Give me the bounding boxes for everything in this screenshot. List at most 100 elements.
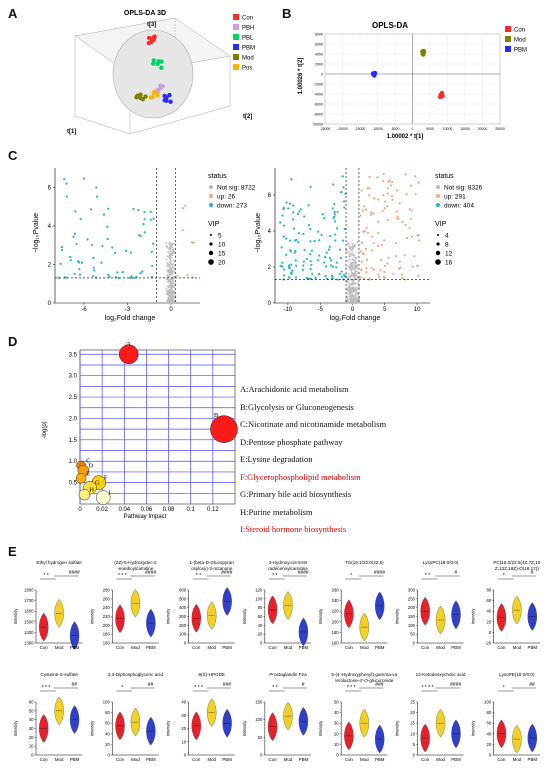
e-ylabel: Intensity	[318, 608, 323, 625]
b-legend: Con Mod PBM	[505, 26, 527, 54]
c-point-notsig	[348, 301, 351, 304]
c-point-notsig	[171, 248, 174, 251]
c-point-notsig	[168, 295, 171, 298]
c-point-down	[73, 232, 77, 235]
c-point-up	[386, 204, 389, 208]
e-sig-stars: * * *	[42, 685, 51, 691]
c-point-notsig	[349, 291, 352, 294]
c-left-xlabel: log₂Fold change	[105, 315, 156, 322]
c-point-notsig	[354, 270, 357, 273]
c-point-up	[398, 260, 401, 263]
d-bubble-label: B	[214, 412, 219, 419]
e-y-tick: 1400	[24, 630, 34, 635]
e-sig-stars: * *	[272, 573, 277, 579]
e-violin-pbm	[222, 708, 232, 738]
c-point-down	[331, 207, 334, 210]
c-status-swatch	[436, 185, 440, 189]
c-point-notsig	[352, 286, 355, 288]
c-point-up	[394, 241, 398, 245]
e-y-tick: 80	[487, 588, 492, 593]
c-point-up	[361, 252, 364, 255]
e-sig-stars: *	[503, 685, 505, 691]
e-y-tick: 40	[29, 717, 34, 722]
e-y-tick: 60	[29, 700, 34, 705]
d-x-tick: 0.1	[187, 507, 196, 513]
c-point-up	[359, 214, 362, 217]
c-point-up	[405, 193, 408, 196]
c-right-legend: status Not sig: 8326 up: 291 down: 404 VIP 4 8…	[435, 173, 483, 267]
c-point-down	[328, 256, 332, 260]
e-y-tick: 150	[255, 700, 263, 705]
e-x-group-label: PBM	[528, 645, 538, 650]
c-point-down	[289, 250, 293, 253]
e-y-tick: 60	[487, 598, 492, 603]
e-y-tick: 60	[105, 721, 110, 726]
d-pathway-item: G:Primary bile acid biosynthesis	[240, 489, 352, 499]
d-y-tick: 0.5	[69, 481, 78, 487]
c-point-up	[181, 229, 184, 232]
e-y-tick: 180	[332, 630, 340, 635]
e-violin-plot: 12-Ketodeoxycholic acid * * * * #### 0 5 10 15…	[394, 672, 465, 762]
c-status-swatch	[209, 203, 213, 207]
c-point-notsig	[165, 245, 168, 248]
e-y-tick: 10	[181, 739, 186, 744]
a-axis-t2: t[2]	[243, 114, 252, 120]
c-point-down	[305, 257, 308, 261]
e-violin-con	[267, 595, 278, 625]
c-point-up	[389, 184, 392, 187]
c-point-up	[377, 198, 380, 201]
c-point-down	[331, 277, 334, 280]
c-point-notsig	[351, 247, 354, 250]
e-y-tick: 0	[184, 641, 187, 646]
e-x-group-label: PBM	[146, 645, 156, 650]
c-point-down	[309, 240, 312, 243]
e-violin-plot: Prostaglandin F2a * * #0 50 100 150 Intensity C…	[242, 672, 312, 762]
c-point-up	[380, 243, 383, 247]
e-sig-hash: ####	[221, 570, 232, 576]
c-point-notsig	[347, 260, 349, 262]
e-violin-plot: 2,3-Diphosphoglyceric acid * ## 0 20 40 60 80 10…	[89, 672, 163, 762]
e-violin-pbm	[527, 723, 537, 753]
c-point-notsig	[351, 291, 354, 293]
e-ylabel: Intensity	[394, 608, 399, 625]
e-x-group-label: Mod	[55, 645, 64, 650]
c-point-notsig	[351, 264, 354, 266]
e-plot-title: TG(16:1/22:0/22:5)	[345, 560, 384, 565]
a-point	[150, 94, 155, 100]
e-violin-pbm	[298, 617, 309, 647]
c-point-up	[417, 239, 421, 242]
panel-letter-b: B	[282, 6, 292, 21]
e-violin-pbm	[69, 705, 80, 734]
c-point-notsig	[351, 301, 354, 304]
e-x-group-label: Con	[497, 645, 506, 650]
c-y-tick: 2	[268, 265, 272, 271]
e-y-tick: 100	[408, 623, 416, 628]
c-point-down	[323, 217, 326, 220]
b-y-tick: -6000	[314, 103, 323, 107]
c-point-down	[100, 261, 103, 264]
e-sig-hash: ####	[450, 682, 461, 688]
c-point-down	[143, 231, 146, 234]
c-point-down	[63, 177, 66, 181]
c-point-down	[150, 250, 153, 254]
c-point-down	[309, 185, 312, 189]
c-point-notsig	[172, 252, 175, 255]
c-point-up	[404, 278, 407, 281]
c-point-notsig	[349, 294, 352, 297]
c-point-down	[92, 266, 95, 269]
d-bubble-i	[96, 490, 111, 505]
e-plot-title: osyloxy)-3-octanone	[191, 566, 233, 571]
c-vip-label: 20	[218, 260, 226, 267]
c-point-down	[280, 246, 283, 249]
e-y-tick: 1300	[24, 641, 34, 646]
c-point-up	[370, 249, 373, 252]
c-point-notsig	[351, 293, 353, 296]
c-point-down	[299, 208, 302, 211]
e-y-tick: 0	[184, 753, 187, 758]
c-point-notsig	[352, 295, 355, 298]
c-left-volcano: -6 -3 0 0 2 4 6	[48, 168, 200, 313]
c-point-up	[395, 210, 398, 213]
c-point-up	[379, 269, 382, 272]
c-point-down	[288, 266, 291, 269]
c-point-notsig	[168, 246, 171, 249]
